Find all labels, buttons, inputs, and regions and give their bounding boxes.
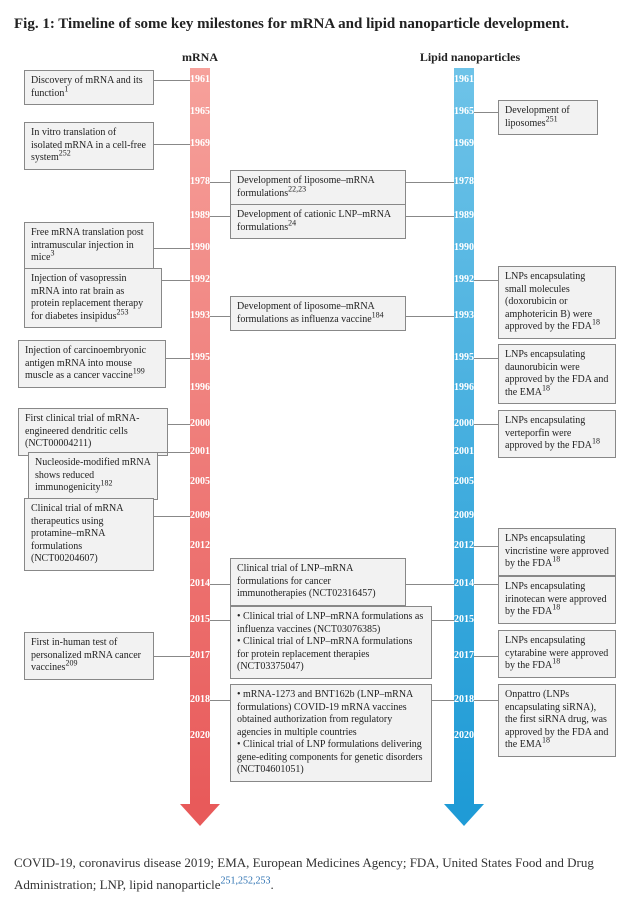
liposomes-dev: Development of liposomes251 [498,100,598,135]
covid-geneedit-connector-left [210,700,230,701]
mrna-discovery-connector [154,80,190,81]
lipo-mrna-1978: Development of liposome–mRNA formulation… [230,170,406,205]
figure-caption: COVID-19, coronavirus disease 2019; EMA,… [14,852,627,896]
protamine-trial: Clinical trial of mRNA therapeutics usin… [24,498,154,571]
year-1995: 1995 [186,350,214,365]
lipo-flu-connector-left [210,316,230,317]
year-1992: 1992 [186,272,214,287]
lnp-arrowhead [444,804,484,826]
protamine-trial-connector [154,516,190,517]
year-1996: 1996 [450,380,478,395]
cationic-lnp-1989-connector-left [210,216,230,217]
lnp-small-mol: LNPs encapsulating small molecules (doxo… [498,266,616,339]
lnp-irinotecan-connector [474,584,498,585]
year-2017: 2017 [186,648,214,663]
lipo-flu: Development of liposome–mRNA formulation… [230,296,406,331]
onpattro: Onpattro (LNPs encapsulating siRNA), the… [498,684,616,757]
lnp-verteporfin: LNPs encapsulating verteporfin were appr… [498,410,616,458]
personalized-cancer: First in-human test of personalized mRNA… [24,632,154,680]
year-2009: 2009 [186,508,214,523]
lnp-vincristine-connector [474,546,498,547]
covid-geneedit-connector-right [432,700,454,701]
onpattro-connector [474,700,498,701]
lnp-small-mol-connector [474,280,498,281]
year-2015: 2015 [450,612,478,627]
cea-mouse-connector [166,358,190,359]
year-1969: 1969 [450,136,478,151]
lnp-flu-protein: • Clinical trial of LNP–mRNA formulation… [230,606,432,679]
year-2005: 2005 [450,474,478,489]
free-mrna-mice-connector [154,248,190,249]
lnp-cytarabine-connector [474,656,498,657]
dendritic-trial: First clinical trial of mRNA-engineered … [18,408,168,456]
year-2001: 2001 [186,444,214,459]
year-1996: 1996 [186,380,214,395]
invitro-translation: In vitro translation of isolated mRNA in… [24,122,154,170]
mrna-discovery: Discovery of mRNA and its function1 [24,70,154,105]
year-1961: 1961 [450,72,478,87]
lnp-irinotecan: LNPs encapsulating irinotecan were appro… [498,576,616,624]
year-2020: 2020 [450,728,478,743]
year-2012: 2012 [186,538,214,553]
lnp-cancer-immuno-connector-left [210,584,230,585]
year-1989: 1989 [450,208,478,223]
mrna-arrowhead [180,804,220,826]
lipo-mrna-1978-connector-right [406,182,454,183]
liposomes-dev-connector [474,112,498,113]
header-mrna: mRNA [174,50,226,65]
cationic-lnp-1989-connector-right [406,216,454,217]
cea-mouse: Injection of carcinoembryonic antigen mR… [18,340,166,388]
year-2020: 2020 [186,728,214,743]
vasopressin-rat-connector [162,280,190,281]
cationic-lnp-1989: Development of cationic LNP–mRNA formula… [230,204,406,239]
lnp-verteporfin-connector [474,424,498,425]
lnp-dauno: LNPs encapsulating daunorubicin were app… [498,344,616,404]
lnp-flu-protein-connector-left [210,620,230,621]
year-2009: 2009 [450,508,478,523]
year-1961: 1961 [186,72,214,87]
year-1990: 1990 [186,240,214,255]
year-1990: 1990 [450,240,478,255]
lipo-mrna-1978-connector-left [210,182,230,183]
nucleoside-mod: Nucleoside-modified mRNA shows reduced i… [28,452,158,500]
figure-title: Fig. 1: Timeline of some key milestones … [14,12,627,36]
lnp-cytarabine: LNPs encapsulating cytarabine were appro… [498,630,616,678]
header-lnp: Lipid nanoparticles [410,50,530,65]
lnp-cancer-immuno-connector-right [406,584,454,585]
lnp-cancer-immuno: Clinical trial of LNP–mRNA formulations … [230,558,406,606]
nucleoside-mod-connector [158,452,190,453]
year-2000: 2000 [186,416,214,431]
invitro-translation-connector [154,144,190,145]
year-1993: 1993 [450,308,478,323]
covid-geneedit: • mRNA-1273 and BNT162b (LNP–mRNA formul… [230,684,432,782]
lipo-flu-connector-right [406,316,454,317]
free-mrna-mice: Free mRNA translation post intramuscular… [24,222,154,270]
timeline-canvas: mRNA Lipid nanoparticles 1961 1965 1969 197… [14,50,626,840]
year-2005: 2005 [186,474,214,489]
year-2001: 2001 [450,444,478,459]
year-1965: 1965 [186,104,214,119]
dendritic-trial-connector [168,424,190,425]
vasopressin-rat: Injection of vasopressin mRNA into rat b… [24,268,162,328]
personalized-cancer-connector [154,656,190,657]
year-1969: 1969 [186,136,214,151]
lnp-flu-protein-connector-right [432,620,454,621]
lnp-vincristine: LNPs encapsulating vincristine were appr… [498,528,616,576]
lnp-dauno-connector [474,358,498,359]
year-1978: 1978 [450,174,478,189]
